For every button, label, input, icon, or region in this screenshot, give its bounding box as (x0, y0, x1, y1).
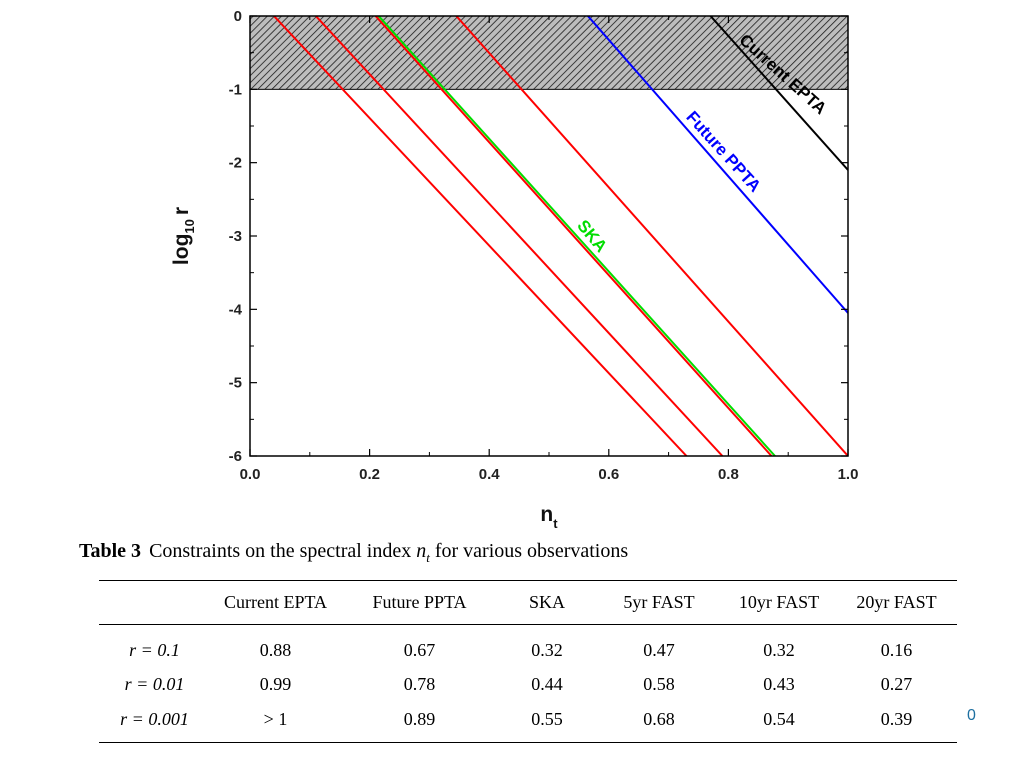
series-line-ska (377, 16, 776, 456)
series-line-constraint-4 (315, 16, 724, 456)
table-header-cell: Current EPTA (223, 592, 328, 612)
table-header-cell: 5yr FAST (623, 592, 695, 612)
table-cell: 0.58 (643, 674, 675, 694)
table-cell: > 1 (263, 708, 288, 729)
table-cell: 0.55 (531, 708, 563, 729)
caption-text: Constraints on the spectral index (149, 540, 412, 562)
table-header-cell (99, 581, 210, 625)
x-tick-label: 0.2 (359, 466, 380, 483)
page-number: 0 (967, 707, 976, 724)
x-axis-title: nt (540, 503, 558, 531)
x-tick-label: 0.0 (240, 466, 261, 483)
curve-label-future-ppta: Future PPTA (682, 108, 764, 196)
caption-variable: nt (416, 540, 430, 565)
table-cell: 0.99 (259, 674, 292, 694)
series-line-constraint-5 (374, 16, 773, 456)
table-header-cell: 20yr FAST (856, 592, 937, 612)
table-cell: 0.88 (259, 639, 292, 660)
caption-text-end: for various observations (434, 540, 629, 562)
table-cell: 0.44 (531, 674, 563, 694)
series-line-constraint-6 (455, 16, 848, 456)
y-tick-label: -1 (229, 81, 242, 98)
table-header-cell: Future PPTA (372, 592, 467, 612)
table-cell: 0.16 (880, 639, 913, 660)
table-caption: Table 3 Constraints on the spectral index… (79, 540, 959, 566)
y-tick-label: -4 (229, 301, 243, 318)
row-label: r = 0.1 (129, 639, 180, 660)
series-line-constraint-3 (273, 16, 688, 456)
table-row: r = 0.1 0.88 0.67 0.32 0.47 0.32 0.16 (99, 625, 957, 668)
constraint-plot: 0.0 0.2 0.4 0.6 0.8 1.00-1-2-3-4-5-6 Current … (170, 8, 859, 531)
table-cell: 0.39 (880, 708, 913, 729)
table-header-cell: 10yr FAST (738, 592, 820, 612)
x-tick-label: 1.0 (838, 466, 859, 483)
table-cell: 0.89 (403, 708, 436, 729)
table-cell: 0.27 (880, 674, 913, 694)
x-tick-label: 0.6 (598, 466, 619, 483)
table-header-cell: SKA (528, 592, 565, 612)
table-cell: 0.67 (403, 639, 436, 660)
series-line-future-ppta (587, 16, 848, 314)
table-cell: 0.47 (643, 639, 675, 660)
series-line-current-epta (709, 16, 848, 171)
row-label: r = 0.001 (120, 708, 189, 729)
table-cell: 0.32 (531, 639, 563, 660)
constraints-table: Current EPTA Future PPTA SKA 5yr FAST 10… (99, 580, 957, 743)
y-tick-label: -5 (229, 375, 242, 392)
x-tick-label: 0.4 (479, 466, 501, 483)
caption-label: Table 3 (79, 540, 142, 562)
table-row: r = 0.001 > 1 0.89 0.55 0.68 0.54 0.39 (99, 702, 957, 743)
y-tick-label: -3 (229, 228, 242, 245)
table-cell: 0.43 (763, 674, 795, 694)
x-tick-label: 0.8 (718, 466, 739, 483)
table-row: r = 0.01 0.99 0.78 0.44 0.58 0.43 0.27 (99, 667, 957, 702)
table-cell: 0.78 (403, 674, 436, 694)
row-label: r = 0.01 (124, 674, 185, 694)
y-tick-label: 0 (234, 8, 242, 25)
table-cell: 0.68 (643, 708, 675, 729)
y-tick-label: -2 (229, 155, 242, 172)
table-cell: 0.54 (763, 708, 795, 729)
curve-label-ska: SKA (573, 216, 611, 256)
y-tick-label: -6 (229, 448, 242, 465)
y-axis-title: log10r (170, 207, 197, 265)
table-cell: 0.32 (763, 639, 795, 660)
table-header-row: Current EPTA Future PPTA SKA 5yr FAST 10… (99, 580, 957, 625)
